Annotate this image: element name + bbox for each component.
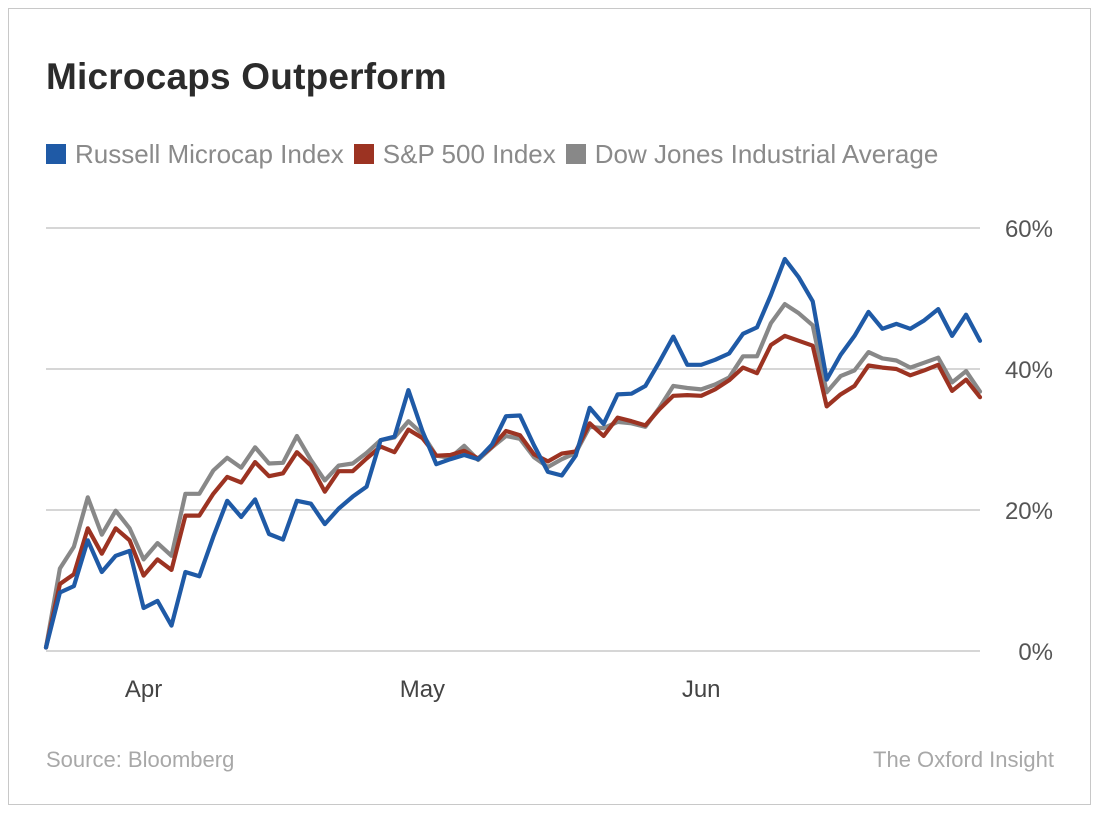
- y-tick-label-40: 40%: [1005, 357, 1053, 384]
- source-note: Source: Bloomberg: [46, 747, 235, 772]
- x-tick-label-apr: Apr: [125, 676, 162, 703]
- legend-swatch-russell: [46, 144, 66, 164]
- y-tick-label-20: 20%: [1005, 498, 1053, 525]
- chart-legend: Russell Microcap Index S&P 500 Index Dow…: [46, 138, 948, 170]
- legend-label-sp500: S&P 500 Index: [382, 138, 556, 169]
- legend-item-dow: Dow Jones Industrial Average: [565, 138, 939, 170]
- chart-title: Microcaps Outperform: [46, 56, 447, 97]
- y-tick-label-0: 0%: [1018, 639, 1053, 666]
- legend-swatch-dow: [565, 144, 586, 164]
- y-tick-label-60: 60%: [1005, 216, 1053, 243]
- series-line-dow-jones-industrial-average: [43, 302, 983, 650]
- series-line-s-p-500-index: [43, 333, 983, 650]
- x-tick-label-may: May: [400, 676, 445, 703]
- legend-item-russell: Russell Microcap Index: [46, 139, 344, 170]
- legend-label-dow: Dow Jones Industrial Average: [594, 138, 939, 169]
- brand-credit: The Oxford Insight: [873, 747, 1054, 772]
- chart-frame: [8, 8, 1091, 805]
- legend-label-russell: Russell Microcap Index: [75, 138, 344, 169]
- legend-item-sp500: S&P 500 Index: [353, 138, 556, 170]
- legend-swatch-sp500: [353, 144, 374, 164]
- series-line-russell-microcap-index: [43, 256, 983, 650]
- x-tick-label-jun: Jun: [682, 676, 721, 703]
